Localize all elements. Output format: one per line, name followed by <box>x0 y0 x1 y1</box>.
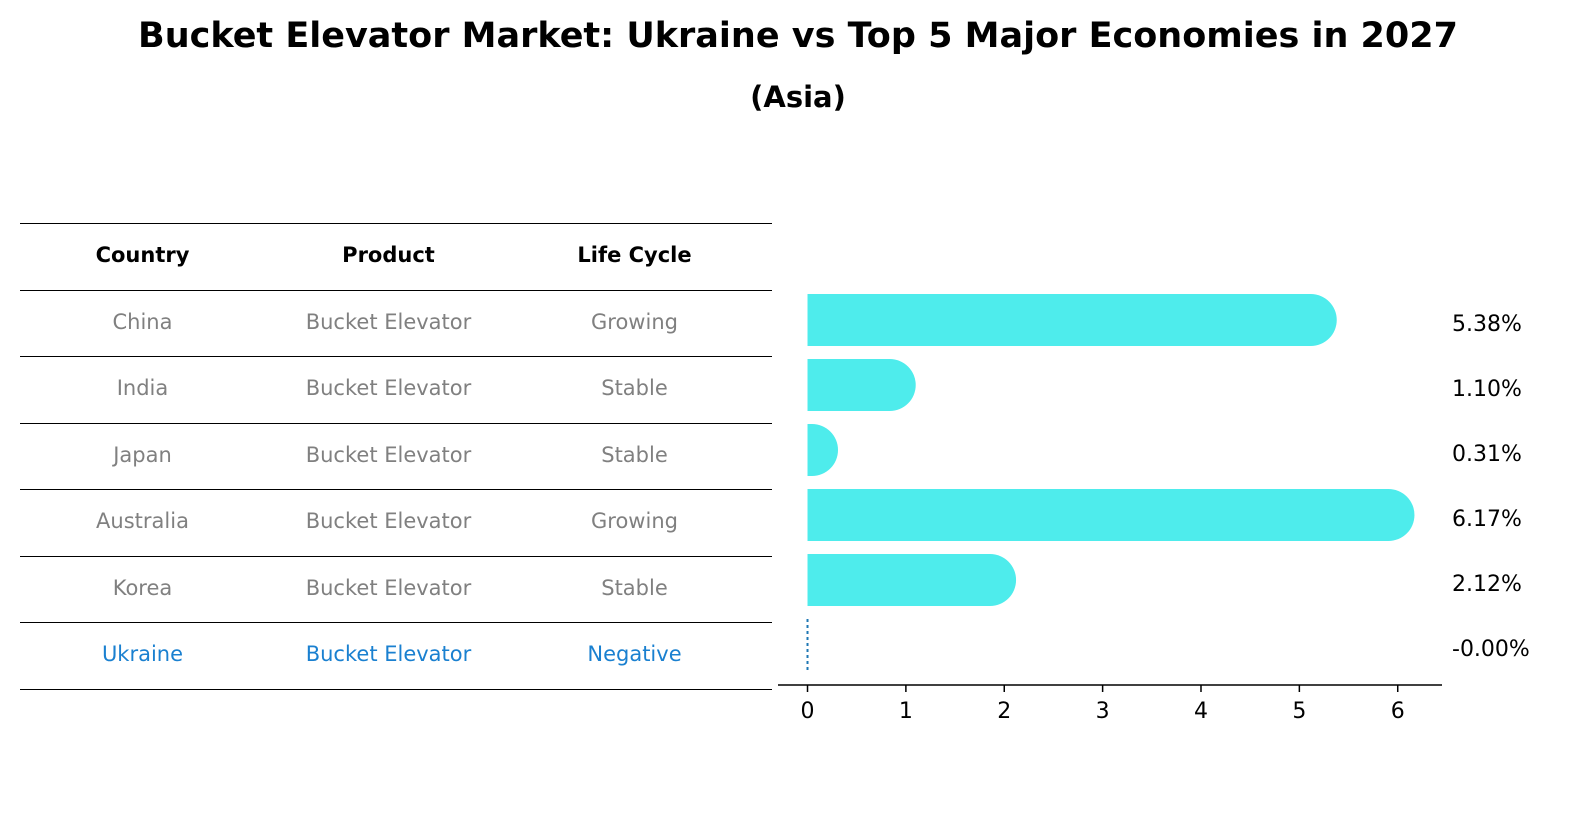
table-header-cell: Country <box>95 243 190 268</box>
data-label: 0.31% <box>1452 442 1522 467</box>
table-rule <box>20 223 772 224</box>
table-cell: Bucket Elevator <box>305 376 472 401</box>
table-rule <box>20 289 772 291</box>
table-cell: Stable <box>601 442 668 467</box>
x-tick-label: 0 <box>801 699 815 724</box>
bar <box>807 424 839 476</box>
table-header-cell: Life Cycle <box>577 243 692 268</box>
table-rule <box>20 622 772 623</box>
data-label: 5.38% <box>1452 312 1522 337</box>
x-tick-label: 1 <box>899 699 913 724</box>
table-rule <box>20 555 772 557</box>
bar <box>807 294 1337 346</box>
x-tick-label: 5 <box>1292 699 1306 724</box>
data-label: -0.00% <box>1452 637 1530 662</box>
bar <box>807 489 1415 541</box>
x-tick-label: 6 <box>1391 699 1405 724</box>
table-cell: Stable <box>601 376 668 401</box>
data-label: 1.10% <box>1452 377 1522 402</box>
table-cell: Ukraine <box>101 642 184 667</box>
chart-title: Bucket Elevator Market: Ukraine vs Top 5… <box>138 16 1458 56</box>
table-header-cell: Product <box>342 243 435 268</box>
table-cell: India <box>116 376 169 401</box>
table-cell: Bucket Elevator <box>305 642 472 667</box>
x-tick-label: 4 <box>1194 699 1208 724</box>
table-rule <box>20 489 772 490</box>
x-tick-label: 2 <box>997 699 1011 724</box>
table-cell: China <box>112 309 173 334</box>
table-cell: Stable <box>601 575 668 600</box>
x-tick-label: 3 <box>1096 699 1110 724</box>
table-cell: Bucket Elevator <box>305 309 472 334</box>
table-cell: Bucket Elevator <box>305 442 472 467</box>
table-cell: Growing <box>591 509 678 534</box>
data-label: 6.17% <box>1452 507 1522 532</box>
data-label: 2.12% <box>1452 572 1522 597</box>
table-rule <box>20 422 772 424</box>
table-cell: Bucket Elevator <box>305 575 472 600</box>
table-rule <box>20 356 772 357</box>
bar <box>807 554 1017 606</box>
chart-subtitle: (Asia) <box>750 80 846 114</box>
table-cell: Bucket Elevator <box>305 509 472 534</box>
table-rule <box>20 688 772 690</box>
bar <box>807 359 916 411</box>
table-cell: Australia <box>96 509 189 534</box>
table-cell: Korea <box>112 575 173 600</box>
table-cell: Negative <box>587 642 682 667</box>
table-cell: Japan <box>113 442 172 467</box>
table-cell: Growing <box>591 309 678 334</box>
